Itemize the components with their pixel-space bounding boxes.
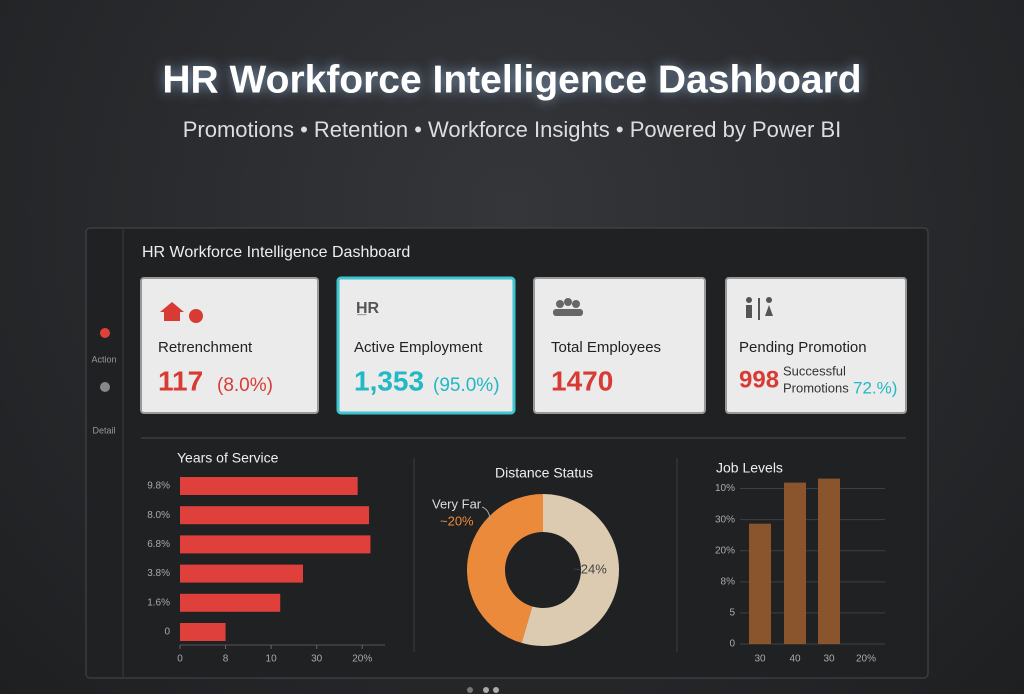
icon xyxy=(160,302,184,321)
y-tick-label: 1.6% xyxy=(147,597,170,608)
x-tick-label: 20% xyxy=(352,654,372,665)
nav-dot[interactable] xyxy=(100,328,110,338)
kpi-value: 1,353 xyxy=(354,365,424,396)
bar xyxy=(180,564,303,583)
icon xyxy=(189,309,203,323)
y-tick-label: 8% xyxy=(721,576,736,587)
bar xyxy=(180,593,281,612)
leader xyxy=(481,506,491,522)
kpi-card xyxy=(140,277,319,414)
slice-label: Very Far xyxy=(432,496,482,511)
nav-label[interactable]: Detail xyxy=(92,425,115,435)
kpi-note: (95.0%) xyxy=(433,375,500,396)
kpi-note: 72.%) xyxy=(853,378,897,397)
x-tick-label: 0 xyxy=(177,654,183,665)
chart-title: Job Levels xyxy=(716,460,783,476)
kpi-label: Total Employees xyxy=(551,339,661,356)
y-tick-label: 0 xyxy=(729,639,735,650)
donut-slice xyxy=(467,494,543,643)
kpi-label: Pending Promotion xyxy=(739,339,867,356)
bar xyxy=(180,506,370,525)
y-tick-label: 0 xyxy=(164,627,170,638)
bar xyxy=(180,623,226,641)
y-tick-label: 8.0% xyxy=(147,510,170,521)
icon xyxy=(553,298,583,316)
x-tick-label: 30 xyxy=(823,654,835,665)
kpi-card[interactable] xyxy=(336,276,516,415)
kpi-extra: Successful xyxy=(783,363,846,378)
kpi-value: 1470 xyxy=(551,365,613,396)
x-tick-label: 20% xyxy=(856,654,876,665)
kpi-value: 117 xyxy=(158,365,203,396)
kpi-note: (8.0%) xyxy=(217,375,273,396)
bar xyxy=(180,535,371,554)
value-label: ~20% xyxy=(440,513,474,528)
y-tick-label: 6.8% xyxy=(147,539,170,550)
page-dot[interactable] xyxy=(467,687,473,693)
bar xyxy=(180,477,358,495)
y-tick-label: 10% xyxy=(715,483,735,494)
kpi-label: Active Employment xyxy=(354,339,483,356)
y-tick-label: 5 xyxy=(729,608,735,619)
y-tick-label: 3.8% xyxy=(147,568,170,579)
nav-dot[interactable] xyxy=(100,382,110,392)
page-dot[interactable] xyxy=(493,687,499,693)
chart-title: Years of Service xyxy=(177,450,279,466)
page-dot[interactable] xyxy=(483,687,489,693)
x-tick-label: 10 xyxy=(266,654,278,665)
y-tick-label: 9.8% xyxy=(147,481,170,492)
chart-title: Distance Status xyxy=(495,465,593,481)
donut-slice xyxy=(521,494,620,646)
kpi-label: Retrenchment xyxy=(158,339,253,356)
x-tick-label: 40 xyxy=(789,654,801,665)
y-tick-label: 30% xyxy=(715,514,735,525)
bar xyxy=(749,523,771,644)
x-tick-label: 30 xyxy=(754,654,766,665)
nav-label[interactable]: Action xyxy=(91,354,116,364)
panel-title: HR Workforce Intelligence Dashboard xyxy=(142,244,410,261)
bar xyxy=(784,482,806,644)
icon xyxy=(746,297,773,320)
page-subtitle: Promotions • Retention • Workforce Insig… xyxy=(183,117,842,142)
icon: H̲R xyxy=(356,300,380,317)
value-label: ~24% xyxy=(573,561,607,576)
x-tick-label: 30 xyxy=(311,654,323,665)
kpi-value: 998 xyxy=(739,366,779,393)
page-title: HR Workforce Intelligence Dashboard xyxy=(162,58,861,101)
bar xyxy=(818,478,840,644)
x-tick-label: 8 xyxy=(223,654,229,665)
kpi-extra: Promotions xyxy=(783,380,849,395)
y-tick-label: 20% xyxy=(715,545,735,556)
